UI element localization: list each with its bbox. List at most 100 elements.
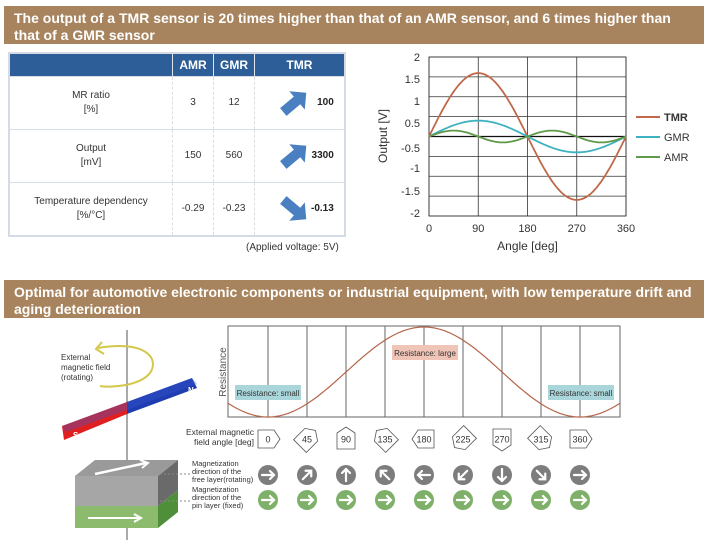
- resistance-curve: [227, 326, 621, 418]
- applied-voltage-note: (Applied voltage: 5V): [246, 242, 339, 253]
- angle-tag-shape: [336, 426, 356, 450]
- rotating-field-arrow: [97, 345, 154, 388]
- header-gmr: GMR: [213, 53, 255, 77]
- angle-tag: 0: [257, 429, 281, 449]
- free-layer-direction-icon: [258, 465, 278, 485]
- free-layer-arrowhead: [139, 459, 150, 469]
- direction-arrow-icon: [535, 469, 547, 481]
- angle-tag-shape: [492, 428, 512, 452]
- free-layer-direction-icon: [297, 465, 317, 485]
- x-tick-label: 0: [426, 223, 432, 235]
- angle-tag: 135: [373, 427, 399, 453]
- header-amr: AMR: [172, 53, 214, 77]
- direction-arrow-icon: [455, 494, 471, 506]
- angle-tag-shape: [293, 427, 319, 453]
- x-tick-label: 180: [518, 223, 536, 235]
- magnet-north: [127, 378, 197, 414]
- y-tick-label: -1: [410, 163, 420, 175]
- series-amr-line: [428, 129, 627, 144]
- angle-value: 135: [377, 435, 392, 445]
- angle-tag-shape: [569, 429, 593, 449]
- free-layer-direction-icon: [570, 465, 590, 485]
- free-layer-front: [75, 476, 158, 506]
- trend-down-arrow-icon: [280, 196, 307, 221]
- pin-layer-side: [158, 490, 178, 528]
- resistance-axis-label: Resistance: [218, 347, 229, 397]
- trend-up-arrow-icon: [280, 144, 307, 169]
- legend-label-amr: AMR: [664, 152, 689, 164]
- field-label: magnetic field: [61, 363, 110, 372]
- amr-value: 150: [172, 129, 214, 183]
- pin-layer-arrow-icon: [88, 513, 144, 523]
- trend-up-arrow-icon: [280, 91, 307, 116]
- resistance-large-box: [392, 345, 458, 360]
- angle-row-label: field angle [deg]: [194, 437, 254, 447]
- angle-tag: 180: [411, 429, 435, 449]
- pin-layer-direction-icon: [258, 490, 278, 510]
- gmr-value: -0.23: [213, 182, 255, 236]
- pin-layer-direction-icon: [297, 490, 317, 510]
- pin-layer-label: Magnetization: [192, 485, 239, 494]
- section2-title: Optimal for automotive electronic compon…: [14, 284, 692, 317]
- direction-arrow-icon: [299, 494, 315, 506]
- direction-arrow-icon: [572, 494, 588, 506]
- tmr-cell: 3300: [254, 129, 346, 183]
- angle-tag: 360: [569, 429, 593, 449]
- resistance-large-label: Resistance: large: [394, 349, 456, 358]
- angle-tag-shape: [373, 427, 399, 453]
- pin-layer-direction-icon: [414, 490, 434, 510]
- amr-value: 3: [172, 76, 214, 130]
- angle-tag: 270: [492, 428, 512, 452]
- angle-value: 270: [494, 435, 509, 445]
- direction-arrow-icon: [377, 494, 393, 506]
- section1-title: The output of a TMR sensor is 20 times h…: [14, 10, 671, 43]
- x-tick-label: 90: [472, 223, 484, 235]
- free-layer-label: direction of the: [192, 467, 241, 476]
- table-row: MR ratio [%] 3 12 100: [9, 76, 346, 130]
- angle-value: 315: [533, 435, 548, 445]
- row-label: Output [mV]: [9, 129, 173, 183]
- angle-tag: 45: [293, 427, 319, 453]
- pin-layer-direction-icon: [492, 490, 512, 510]
- resistance-small-box: [548, 385, 614, 400]
- table-header: AMR GMR TMR: [9, 53, 346, 77]
- tmr-value: 3300: [311, 150, 334, 161]
- direction-arrow-icon: [457, 469, 469, 481]
- y-tick-label: 1: [414, 96, 420, 108]
- direction-arrow-icon: [416, 469, 432, 481]
- direction-arrow-icon: [496, 467, 508, 483]
- free-layer-direction-icon: [375, 465, 395, 485]
- angle-tag-shape: [257, 429, 281, 449]
- direction-arrow-icon: [533, 494, 549, 506]
- tmr-value: -0.13: [311, 203, 334, 214]
- direction-arrow-icon: [260, 494, 276, 506]
- direction-arrow-icon: [260, 469, 276, 481]
- y-axis-label: Output [V]: [376, 109, 390, 163]
- pole-n-label: N: [188, 386, 194, 395]
- direction-arrow-icon: [301, 469, 313, 481]
- resistance-small-label: Resistance: small: [550, 389, 613, 398]
- y-tick-label: -2: [410, 208, 420, 220]
- tmr-cell: -0.13: [254, 182, 346, 236]
- angle-tag: 90: [336, 426, 356, 450]
- x-tick-label: 360: [617, 223, 635, 235]
- y-tick-label: 2: [414, 52, 420, 64]
- resistance-small-label: Resistance: small: [237, 389, 300, 398]
- angle-tag-shape: [527, 425, 553, 451]
- gmr-value: 560: [213, 129, 255, 183]
- pin-layer-direction-icon: [336, 490, 356, 510]
- angle-value: 90: [341, 435, 351, 445]
- angle-tag-shape: [411, 429, 435, 449]
- header-empty: [9, 53, 173, 77]
- comparison-table: AMR GMR TMR MR ratio [%] 3 12 100 Output [m…: [8, 52, 346, 237]
- section1-banner: The output of a TMR sensor is 20 times h…: [4, 6, 704, 44]
- angle-tag: 315: [527, 425, 553, 451]
- free-layer-direction-icon: [453, 465, 473, 485]
- header-tmr: TMR: [254, 53, 346, 77]
- direction-arrow-icon: [340, 467, 352, 483]
- angle-value: 0: [265, 435, 270, 445]
- tmr-value: 100: [317, 97, 334, 108]
- pin-layer-direction-icon: [375, 490, 395, 510]
- y-tick-label: -0.5: [401, 143, 420, 155]
